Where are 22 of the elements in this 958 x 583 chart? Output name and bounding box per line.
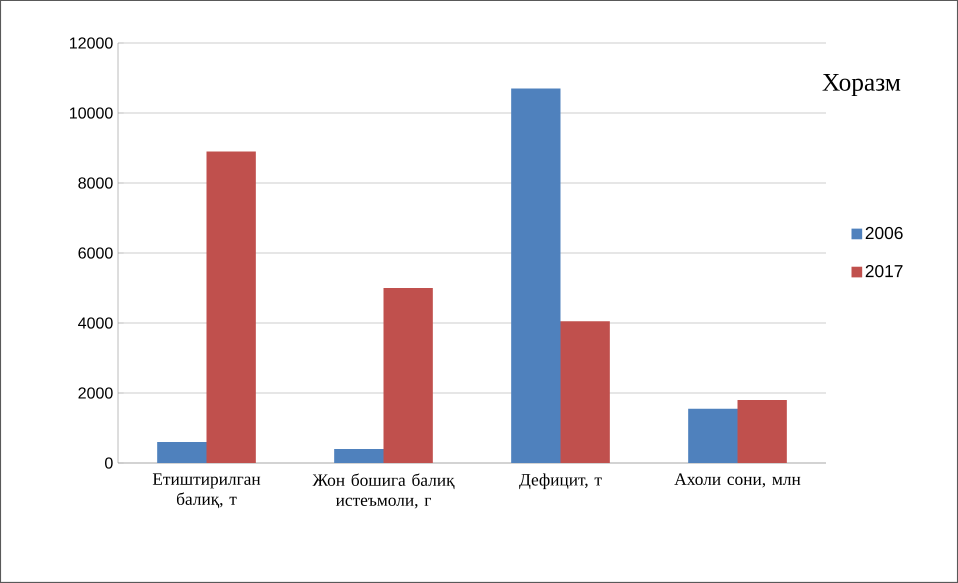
x-tick-label: Ахоли сони, млн [674, 473, 800, 488]
legend-label: 2006 [866, 226, 903, 240]
y-tick-label: 0 [105, 457, 113, 469]
text: Хоразм [822, 74, 900, 96]
bar [511, 88, 560, 463]
y-tick-label: 4000 [78, 317, 113, 329]
legend-label: 2017 [866, 264, 903, 278]
bar [384, 288, 433, 463]
y-tick-label: 2000 [78, 387, 113, 399]
bar [206, 151, 256, 463]
y-tick-label: 6000 [78, 247, 113, 259]
bar [738, 400, 787, 463]
bar [157, 442, 206, 463]
y-tick-label: 10000 [70, 107, 113, 119]
bar [560, 321, 610, 463]
y-tick-label: 8000 [78, 177, 113, 189]
x-tick-label: Дефицит, т [519, 473, 602, 490]
bar [334, 449, 384, 463]
bar [688, 408, 738, 463]
y-tick-label: 12000 [70, 37, 113, 49]
x-tick-label: Етиштирилган балиқ, т [152, 473, 260, 508]
x-tick-label: Жон бошига балиқ истеъмоли, г [312, 473, 455, 508]
